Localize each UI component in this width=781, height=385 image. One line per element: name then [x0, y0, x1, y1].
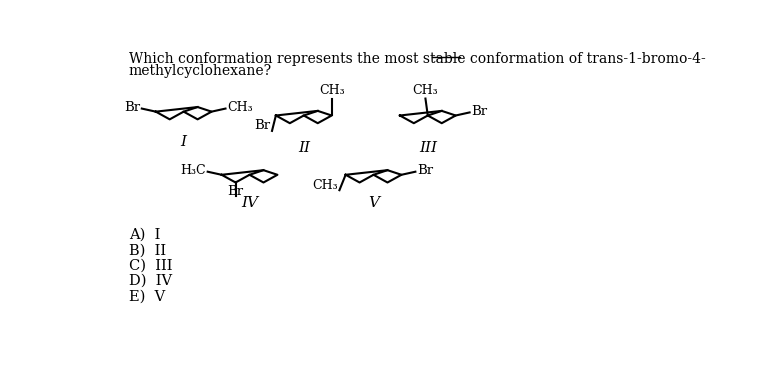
- Text: V: V: [368, 196, 379, 210]
- Text: Which conformation represents the most stable conformation of trans-1-bromo-4-: Which conformation represents the most s…: [129, 52, 705, 65]
- Text: Br: Br: [417, 164, 433, 177]
- Text: Br: Br: [124, 101, 141, 114]
- Text: Br: Br: [471, 105, 487, 118]
- Text: H₃C: H₃C: [180, 164, 206, 177]
- Text: B)  II: B) II: [129, 243, 166, 257]
- Text: D)  IV: D) IV: [129, 274, 172, 288]
- Text: methylcyclohexane?: methylcyclohexane?: [129, 64, 272, 78]
- Text: A)  I: A) I: [129, 228, 160, 242]
- Text: Br: Br: [227, 185, 244, 198]
- Text: II: II: [298, 141, 310, 155]
- Text: CH₃: CH₃: [319, 84, 344, 97]
- Text: Br: Br: [255, 119, 270, 132]
- Text: E)  V: E) V: [129, 290, 165, 303]
- Text: C)  III: C) III: [129, 259, 172, 273]
- Text: III: III: [419, 141, 437, 155]
- Text: I: I: [180, 135, 187, 149]
- Text: CH₃: CH₃: [312, 179, 338, 192]
- Text: CH₃: CH₃: [227, 101, 253, 114]
- Text: IV: IV: [241, 196, 258, 210]
- Text: CH₃: CH₃: [412, 84, 438, 97]
